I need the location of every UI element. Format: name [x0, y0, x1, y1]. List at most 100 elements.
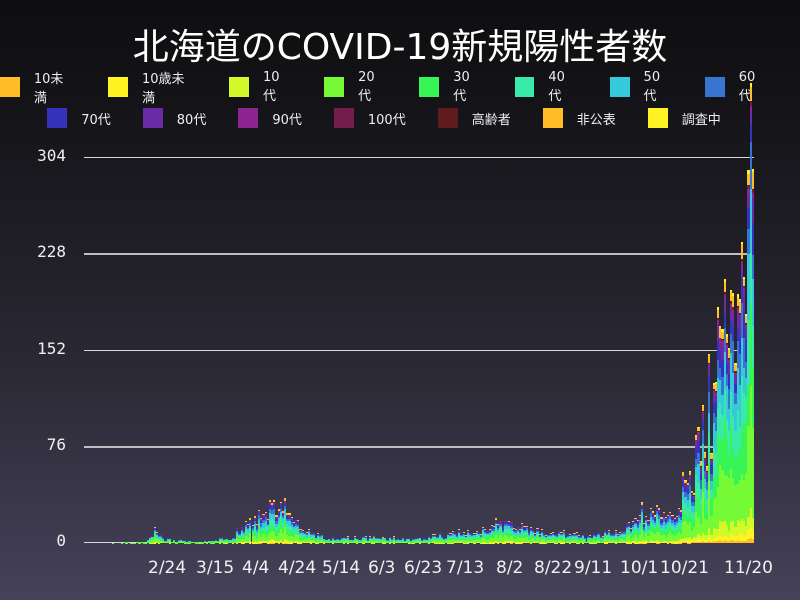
bar-segment — [532, 534, 535, 537]
bar-segment — [558, 539, 561, 543]
bar-segment — [703, 487, 707, 499]
bar-segment — [549, 535, 552, 538]
bar-segment — [490, 533, 493, 538]
bar-segment — [451, 539, 454, 543]
bar-segment — [736, 294, 739, 298]
daily-bar — [593, 532, 596, 543]
legend-swatch — [647, 108, 668, 128]
bar-segment — [488, 530, 491, 532]
bar-segment — [656, 541, 659, 543]
bar-segment — [538, 535, 541, 537]
bar-segment — [619, 532, 622, 534]
bar-segment — [475, 539, 478, 543]
bar-segment — [710, 534, 713, 541]
bar-segment — [512, 530, 515, 532]
bar-segment — [271, 505, 274, 508]
legend-swatch — [609, 77, 630, 97]
bar-segment — [323, 541, 326, 543]
bar-segment — [703, 458, 707, 459]
bar-segment — [336, 541, 339, 543]
bar-segment — [666, 515, 670, 518]
bar-segment — [429, 541, 433, 543]
bar-segment — [636, 520, 639, 522]
bar-segment — [484, 532, 487, 534]
daily-bar — [727, 348, 731, 543]
bar-segment — [708, 377, 711, 393]
legend-item: 高齢者 — [437, 108, 531, 128]
daily-bar — [314, 537, 317, 543]
bar-segment — [732, 316, 735, 326]
bar-segment — [484, 534, 487, 538]
bar-segment — [347, 537, 350, 538]
bar-segment — [662, 522, 665, 526]
bar-segment — [425, 542, 428, 543]
bar-segment — [223, 541, 226, 543]
bar-segment — [271, 526, 274, 531]
bar-segment — [168, 540, 171, 542]
bar-segment — [606, 533, 609, 535]
bar-segment — [680, 523, 683, 529]
bar-segment — [630, 529, 633, 530]
daily-bar — [203, 541, 206, 543]
bar-segment — [751, 367, 754, 429]
bar-segment — [412, 541, 415, 543]
bar-segment — [399, 541, 402, 542]
bar-segment — [162, 540, 165, 542]
bar-segment — [392, 540, 396, 543]
bar-segment — [740, 375, 744, 432]
legend-swatch — [704, 77, 725, 97]
bar-segment — [732, 292, 735, 296]
bar-segment — [503, 532, 506, 536]
bar-segment — [675, 542, 678, 543]
bar-segment — [645, 515, 648, 517]
daily-bar — [384, 537, 387, 543]
bar-segment — [660, 522, 663, 525]
legend-swatch — [333, 108, 354, 128]
bar-segment — [331, 540, 335, 542]
daily-bar — [686, 482, 689, 543]
bar-segment — [712, 403, 715, 413]
daily-bar — [264, 511, 267, 543]
bar-segment — [547, 535, 550, 537]
bar-segment — [166, 539, 169, 541]
bar-segment — [573, 540, 576, 543]
bar-segment — [738, 521, 741, 535]
bar-segment — [664, 518, 667, 520]
bar-segment — [686, 538, 689, 542]
bar-segment — [349, 539, 352, 541]
bar-segment — [497, 531, 500, 535]
bar-segment — [727, 373, 731, 389]
daily-bar — [732, 292, 735, 543]
bar-segment — [712, 498, 715, 529]
bar-segment — [693, 506, 696, 514]
daily-bar — [249, 518, 252, 543]
bar-segment — [558, 537, 561, 540]
daily-bar — [623, 530, 626, 543]
bar-segment — [249, 519, 252, 522]
bar-segment — [436, 539, 439, 541]
daily-bar — [738, 298, 741, 543]
bar-segment — [677, 517, 681, 523]
bar-segment — [442, 541, 446, 543]
bar-segment — [338, 541, 341, 542]
daily-bar — [397, 538, 400, 543]
bar-segment — [525, 525, 528, 527]
bar-segment — [560, 535, 563, 538]
bar-segment — [434, 537, 437, 539]
daily-bar — [375, 537, 378, 543]
legend-item: 60代 — [704, 70, 788, 104]
bar-segment — [325, 540, 328, 542]
daily-bar — [403, 540, 406, 543]
bar-segment — [540, 535, 543, 537]
bar-segment — [475, 535, 478, 538]
bar-segment — [253, 518, 256, 520]
bar-segment — [575, 535, 578, 537]
bar-segment — [447, 533, 450, 535]
bar-segment — [292, 524, 295, 526]
bar-segment — [486, 532, 489, 534]
bar-segment — [345, 541, 348, 543]
bar-segment — [658, 508, 661, 510]
bar-segment — [545, 539, 548, 541]
bar-segment — [730, 308, 733, 321]
bar-segment — [547, 536, 550, 538]
